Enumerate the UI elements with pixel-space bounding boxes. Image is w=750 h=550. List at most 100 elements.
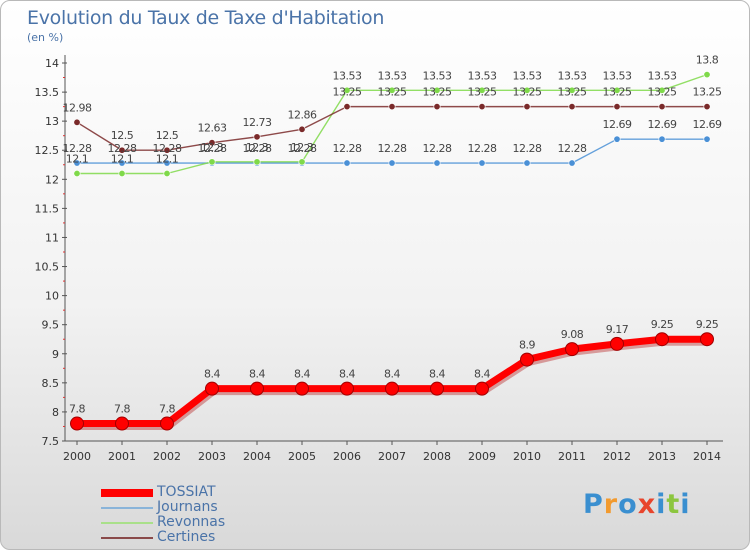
- data-point-tossiat: [160, 416, 174, 431]
- data-point-tossiat: [610, 336, 624, 351]
- data-point-journans: [658, 135, 666, 143]
- data-label-journans: 12.28: [378, 142, 407, 155]
- data-label-revonnas: 13.53: [333, 69, 362, 82]
- legend-swatch-journans: [101, 507, 153, 509]
- x-tick-label: 2010: [513, 450, 541, 463]
- data-label-certines: 12.98: [63, 101, 92, 114]
- legend-label-revonnas: Revonnas: [157, 514, 226, 530]
- data-label-journans: 12.28: [288, 142, 317, 155]
- data-label-certines: 12.5: [111, 129, 134, 142]
- data-label-revonnas: 12.1: [66, 152, 89, 165]
- data-label-revonnas: 12.1: [111, 152, 134, 165]
- data-point-tossiat: [475, 381, 489, 396]
- data-point-certines: [613, 103, 621, 111]
- data-point-certines: [253, 133, 261, 141]
- legend-swatch-tossiat: [101, 489, 153, 497]
- data-label-tossiat: 7.8: [114, 403, 130, 416]
- y-tick-label: 10: [45, 290, 59, 303]
- x-tick-label: 2005: [288, 450, 316, 463]
- x-tick-label: 2007: [378, 450, 406, 463]
- y-tick-label: 7.5: [42, 435, 60, 448]
- y-tick-label: 10.5: [35, 261, 60, 274]
- data-point-certines: [343, 103, 351, 111]
- data-label-revonnas: 13.53: [423, 69, 452, 82]
- data-label-journans: 12.28: [243, 142, 272, 155]
- y-tick-label: 11.5: [35, 202, 60, 215]
- data-point-tossiat: [295, 381, 309, 396]
- x-tick-label: 2011: [558, 450, 586, 463]
- y-tick-label: 8: [52, 406, 59, 419]
- data-point-journans: [478, 159, 486, 167]
- x-tick-label: 2009: [468, 450, 496, 463]
- data-label-revonnas: 13.8: [696, 54, 719, 67]
- data-label-certines: 13.25: [558, 86, 587, 99]
- data-point-tossiat: [430, 381, 444, 396]
- data-label-revonnas: 12.1: [156, 152, 179, 165]
- data-label-certines: 12.5: [156, 129, 179, 142]
- data-label-journans: 12.28: [423, 142, 452, 155]
- data-point-revonnas: [73, 169, 81, 177]
- data-point-revonnas: [568, 86, 576, 94]
- data-label-journans: 12.28: [468, 142, 497, 155]
- data-point-journans: [118, 159, 126, 167]
- data-point-revonnas: [298, 158, 306, 166]
- data-label-certines: 12.63: [198, 122, 227, 135]
- x-tick-label: 2006: [333, 450, 361, 463]
- data-label-certines: 13.25: [648, 86, 677, 99]
- data-label-revonnas: 13.53: [648, 69, 677, 82]
- data-label-certines: 13.25: [603, 86, 632, 99]
- x-tick-label: 2012: [603, 450, 631, 463]
- data-label-journans: 12.28: [513, 142, 542, 155]
- data-label-tossiat: 9.25: [696, 318, 719, 331]
- data-point-tossiat: [250, 381, 264, 396]
- data-point-tossiat: [700, 332, 714, 347]
- data-label-tossiat: 8.4: [294, 368, 310, 381]
- data-point-revonnas: [478, 86, 486, 94]
- data-point-certines: [73, 118, 81, 126]
- data-label-tossiat: 9.08: [561, 328, 584, 341]
- data-point-journans: [433, 159, 441, 167]
- data-label-tossiat: 8.4: [384, 368, 400, 381]
- data-label-tossiat: 8.4: [339, 368, 355, 381]
- legend-swatch-revonnas: [101, 522, 153, 524]
- x-tick-label: 2003: [198, 450, 226, 463]
- data-label-revonnas: 13.53: [378, 69, 407, 82]
- y-tick-label: 8.5: [42, 377, 60, 390]
- data-point-journans: [568, 159, 576, 167]
- legend-label-tossiat: TOSSIAT: [157, 484, 216, 500]
- data-label-tossiat: 9.25: [651, 318, 674, 331]
- data-point-certines: [163, 146, 171, 154]
- data-label-certines: 12.73: [243, 116, 272, 129]
- y-tick-label: 14: [45, 57, 59, 70]
- data-point-certines: [703, 103, 711, 111]
- y-tick-label: 11: [45, 231, 59, 244]
- data-label-certines: 13.25: [693, 86, 722, 99]
- x-tick-label: 2008: [423, 450, 451, 463]
- y-tick-label: 13: [45, 115, 59, 128]
- data-point-tossiat: [385, 381, 399, 396]
- data-point-certines: [478, 103, 486, 111]
- data-point-revonnas: [433, 86, 441, 94]
- data-point-journans: [163, 159, 171, 167]
- data-point-tossiat: [565, 342, 579, 357]
- data-label-certines: 12.86: [288, 108, 317, 121]
- data-point-certines: [568, 103, 576, 111]
- x-tick-label: 2014: [693, 450, 721, 463]
- data-point-journans: [523, 159, 531, 167]
- data-label-certines: 13.25: [423, 86, 452, 99]
- data-label-revonnas: 13.53: [558, 69, 587, 82]
- data-point-journans: [703, 135, 711, 143]
- data-label-revonnas: 13.53: [603, 69, 632, 82]
- data-point-tossiat: [115, 416, 129, 431]
- data-point-certines: [208, 139, 216, 147]
- data-point-certines: [298, 125, 306, 133]
- chart-subtitle: (en %): [27, 31, 64, 44]
- data-label-revonnas: 12.3: [201, 141, 224, 154]
- x-tick-label: 2000: [63, 450, 91, 463]
- data-point-revonnas: [388, 86, 396, 94]
- legend-swatch-certines: [101, 537, 153, 539]
- data-point-revonnas: [658, 86, 666, 94]
- data-point-journans: [388, 159, 396, 167]
